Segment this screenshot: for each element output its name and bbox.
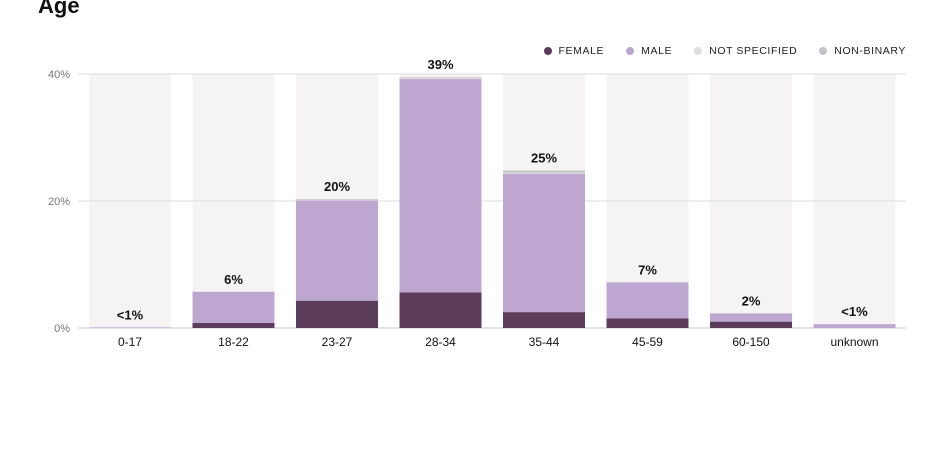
legend-item: NON-BINARY <box>819 45 906 57</box>
x-tick-label: 45-59 <box>632 335 663 349</box>
legend-swatch <box>819 47 828 55</box>
bar-segment <box>606 282 689 319</box>
bar-segment <box>192 291 275 323</box>
bar-segment <box>296 300 378 328</box>
x-tick-label: 35-44 <box>529 335 560 349</box>
y-tick-label: 40% <box>48 69 70 81</box>
data-label: 20% <box>324 179 350 194</box>
bar-segment <box>710 321 792 328</box>
x-tick-label: 18-22 <box>218 335 249 349</box>
bar-segment <box>296 199 378 201</box>
data-label: 2% <box>742 293 761 308</box>
bar-segment <box>710 313 792 322</box>
legend-item: NOT SPECIFIED <box>694 45 797 57</box>
bar-segment <box>606 318 689 328</box>
x-tick-label: 23-27 <box>322 335 353 349</box>
legend-swatch <box>694 47 703 55</box>
bar-segment <box>503 172 585 174</box>
bar-segment <box>399 79 482 293</box>
legend-item: MALE <box>626 45 672 57</box>
chart-title: Age <box>38 0 80 18</box>
data-label: 7% <box>638 262 657 277</box>
legend-swatch <box>543 47 552 55</box>
data-label: 6% <box>224 272 243 287</box>
bar-segment <box>296 200 378 301</box>
bar-segment <box>399 77 482 80</box>
x-tick-label: 60-150 <box>732 335 770 349</box>
y-tick-label: 0% <box>54 323 70 335</box>
y-tick-label: 20% <box>48 196 70 208</box>
legend-label: NOT SPECIFIED <box>709 45 798 57</box>
bar-segment <box>503 173 585 313</box>
legend-label: FEMALE <box>558 45 605 57</box>
legend-item: FEMALE <box>543 45 605 57</box>
bar-segment <box>503 312 585 328</box>
data-label: 25% <box>531 151 557 166</box>
x-tick-label: unknown <box>830 335 878 349</box>
legend-label: NON-BINARY <box>834 45 906 57</box>
data-label: <1% <box>841 304 868 319</box>
data-label: 39% <box>427 57 453 72</box>
bar-segment <box>813 324 896 328</box>
bar-segment <box>399 77 482 78</box>
data-label: <1% <box>117 307 144 322</box>
legend-swatch <box>626 47 635 55</box>
bar-segment <box>399 292 482 328</box>
legend-label: MALE <box>641 45 673 57</box>
x-tick-label: 0-17 <box>118 335 142 349</box>
legend: FEMALE MALE NOT SPECIFIED NON-BINARY <box>543 45 906 57</box>
bar-segment <box>503 170 585 173</box>
bar-segment <box>192 322 275 328</box>
bar-segment <box>296 199 378 200</box>
bar-segment <box>89 327 171 328</box>
x-tick-label: 28-34 <box>425 335 456 349</box>
